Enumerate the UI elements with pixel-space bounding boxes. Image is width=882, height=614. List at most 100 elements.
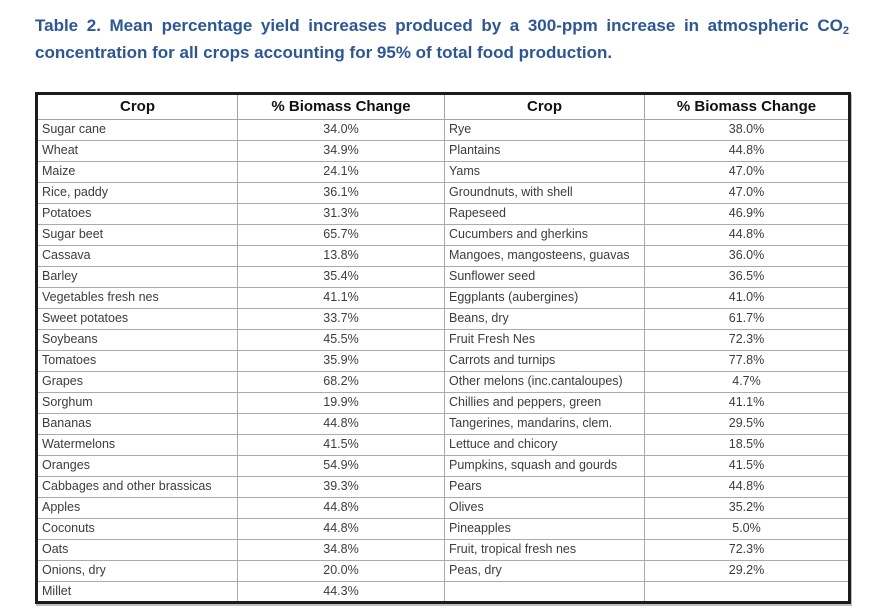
table-row: Cabbages and other brassicas 39.3% Pears 44… <box>36 476 850 498</box>
biomass-value-cell: 18.5% <box>644 434 850 456</box>
table-row: Onions, dry 20.0% Peas, dry 29.2% <box>36 560 850 582</box>
table-row: Tomatoes 35.9% Carrots and turnips 77.8% <box>36 350 850 372</box>
biomass-value-cell: 35.9% <box>237 350 445 372</box>
table-row: Oats 34.8% Fruit, tropical fresh nes 72.3% <box>36 539 850 561</box>
biomass-value-cell: 77.8% <box>644 350 850 372</box>
biomass-value-cell: 41.1% <box>237 287 445 309</box>
crop-name-cell: Rice, paddy <box>36 182 238 204</box>
crop-name-cell: Sweet potatoes <box>36 308 238 330</box>
crop-name-cell: Millet <box>36 581 238 603</box>
table-row: Vegetables fresh nes 41.1% Eggplants (aube… <box>36 287 850 309</box>
crop-name-cell: Oats <box>36 539 238 561</box>
crop-name-cell: Eggplants (aubergines) <box>444 287 645 309</box>
biomass-value-cell: 29.5% <box>644 413 850 435</box>
biomass-value-cell: 36.1% <box>237 182 445 204</box>
biomass-value-cell: 24.1% <box>237 161 445 183</box>
table-row: Potatoes 31.3% Rapeseed 46.9% <box>36 203 850 225</box>
crop-name-cell: Olives <box>444 497 645 519</box>
crop-name-cell: Mangoes, mangosteens, guavas <box>444 245 645 267</box>
crop-name-cell: Tangerines, mandarins, clem. <box>444 413 645 435</box>
biomass-value-cell: 44.8% <box>237 413 445 435</box>
biomass-value-cell: 36.5% <box>644 266 850 288</box>
biomass-value-cell: 44.3% <box>237 581 445 603</box>
biomass-value-cell: 33.7% <box>237 308 445 330</box>
crop-name-cell: Cassava <box>36 245 238 267</box>
crop-name-cell: Sugar cane <box>36 119 238 141</box>
table-row: Sugar beet 65.7% Cucumbers and gherkins 44.… <box>36 224 850 246</box>
crop-name-cell: Wheat <box>36 140 238 162</box>
biomass-value-cell: 5.0% <box>644 518 850 540</box>
header-row: Crop % Biomass Change Crop % Biomass Cha… <box>36 93 850 120</box>
crop-name-cell: Chillies and peppers, green <box>444 392 645 414</box>
biomass-value-cell: 68.2% <box>237 371 445 393</box>
biomass-value-cell: 54.9% <box>237 455 445 477</box>
crop-name-cell: Groundnuts, with shell <box>444 182 645 204</box>
crop-name-cell: Cucumbers and gherkins <box>444 224 645 246</box>
table-header: Crop % Biomass Change Crop % Biomass Cha… <box>36 93 850 120</box>
biomass-value-cell: 35.4% <box>237 266 445 288</box>
crop-name-cell <box>444 581 645 603</box>
caption-text-part1: Table 2. Mean percentage yield increases… <box>35 16 843 35</box>
crop-name-cell: Pineapples <box>444 518 645 540</box>
table-row: Watermelons 41.5% Lettuce and chicory 18.5% <box>36 434 850 456</box>
table-row: Grapes 68.2% Other melons (inc.cantaloupes… <box>36 371 850 393</box>
crop-name-cell: Apples <box>36 497 238 519</box>
biomass-value-cell: 13.8% <box>237 245 445 267</box>
table-row: Sweet potatoes 33.7% Beans, dry 61.7% <box>36 308 850 330</box>
biomass-value-cell: 45.5% <box>237 329 445 351</box>
table-row: Sugar cane 34.0% Rye 38.0% <box>36 119 850 141</box>
table-body: Sugar cane 34.0% Rye 38.0% Wheat 34.9% Plantai… <box>36 119 850 603</box>
crop-name-cell: Other melons (inc.cantaloupes) <box>444 371 645 393</box>
crop-name-cell: Sorghum <box>36 392 238 414</box>
biomass-value-cell: 34.9% <box>237 140 445 162</box>
crop-name-cell: Bananas <box>36 413 238 435</box>
crop-name-cell: Grapes <box>36 371 238 393</box>
crop-name-cell: Onions, dry <box>36 560 238 582</box>
header-biomass-left: % Biomass Change <box>237 93 445 120</box>
biomass-value-cell: 20.0% <box>237 560 445 582</box>
header-crop-right: Crop <box>444 93 645 120</box>
crop-name-cell: Oranges <box>36 455 238 477</box>
biomass-value-cell: 65.7% <box>237 224 445 246</box>
biomass-value-cell: 34.0% <box>237 119 445 141</box>
crop-name-cell: Sunflower seed <box>444 266 645 288</box>
biomass-value-cell: 72.3% <box>644 329 850 351</box>
biomass-value-cell: 34.8% <box>237 539 445 561</box>
table-row: Wheat 34.9% Plantains 44.8% <box>36 140 850 162</box>
table-row: Rice, paddy 36.1% Groundnuts, with shell 47… <box>36 182 850 204</box>
crop-name-cell: Watermelons <box>36 434 238 456</box>
biomass-value-cell: 39.3% <box>237 476 445 498</box>
table-row: Coconuts 44.8% Pineapples 5.0% <box>36 518 850 540</box>
biomass-value-cell: 41.5% <box>644 455 850 477</box>
crop-name-cell: Rye <box>444 119 645 141</box>
biomass-value-cell: 41.1% <box>644 392 850 414</box>
table-row: Millet 44.3% <box>36 581 850 603</box>
crop-name-cell: Fruit Fresh Nes <box>444 329 645 351</box>
biomass-value-cell: 29.2% <box>644 560 850 582</box>
crop-name-cell: Yams <box>444 161 645 183</box>
crop-name-cell: Pumpkins, squash and gourds <box>444 455 645 477</box>
co2-subscript: 2 <box>842 24 849 37</box>
crop-name-cell: Rapeseed <box>444 203 645 225</box>
crop-name-cell: Lettuce and chicory <box>444 434 645 456</box>
biomass-value-cell: 72.3% <box>644 539 850 561</box>
biomass-value-cell: 41.5% <box>237 434 445 456</box>
biomass-value-cell: 46.9% <box>644 203 850 225</box>
crop-name-cell: Carrots and turnips <box>444 350 645 372</box>
table-row: Sorghum 19.9% Chillies and peppers, green 4… <box>36 392 850 414</box>
table-row: Maize 24.1% Yams 47.0% <box>36 161 850 183</box>
crop-name-cell: Potatoes <box>36 203 238 225</box>
biomass-value-cell: 61.7% <box>644 308 850 330</box>
biomass-value-cell <box>644 581 850 603</box>
crop-name-cell: Peas, dry <box>444 560 645 582</box>
crop-name-cell: Barley <box>36 266 238 288</box>
biomass-value-cell: 44.8% <box>237 518 445 540</box>
biomass-value-cell: 41.0% <box>644 287 850 309</box>
biomass-value-cell: 47.0% <box>644 182 850 204</box>
header-biomass-right: % Biomass Change <box>644 93 850 120</box>
crop-name-cell: Coconuts <box>36 518 238 540</box>
biomass-value-cell: 38.0% <box>644 119 850 141</box>
table-row: Apples 44.8% Olives 35.2% <box>36 497 850 519</box>
biomass-value-cell: 36.0% <box>644 245 850 267</box>
